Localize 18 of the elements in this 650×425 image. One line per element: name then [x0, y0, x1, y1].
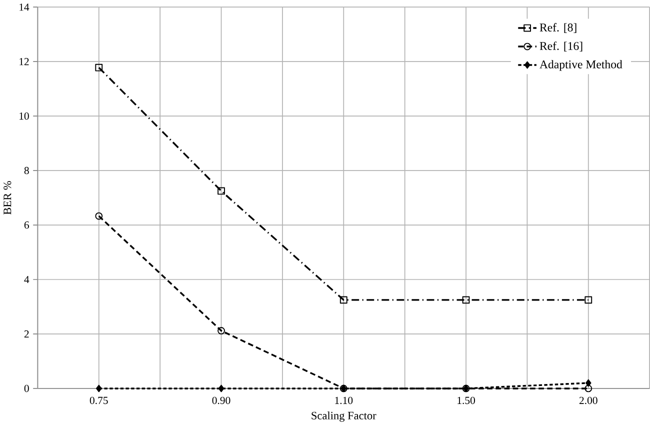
x-tick-label: 0.75: [90, 396, 108, 404]
y-axis-title: BER %: [4, 180, 12, 214]
y-tick-label: 8: [24, 166, 29, 174]
legend-label: Ref. [16]: [540, 41, 582, 52]
legend-label: Ref. [8]: [540, 22, 576, 33]
y-tick-label: 0: [24, 384, 29, 392]
x-tick-label: 2.00: [579, 396, 598, 404]
y-tick-label: 12: [20, 58, 29, 65]
legend-label: Adaptive Method: [540, 60, 622, 71]
y-tick-label: 2: [24, 330, 29, 338]
x-tick-label: 1.10: [335, 396, 353, 404]
x-axis-title: Scaling Factor: [312, 411, 376, 422]
y-tick-label: 4: [24, 276, 30, 283]
x-tick-label: 0.90: [212, 396, 230, 404]
y-tick-label: 6: [24, 221, 30, 228]
y-tick-label: 14: [20, 3, 30, 10]
x-tick-label: 1.50: [458, 396, 475, 404]
y-tick-label: 10: [20, 112, 29, 120]
